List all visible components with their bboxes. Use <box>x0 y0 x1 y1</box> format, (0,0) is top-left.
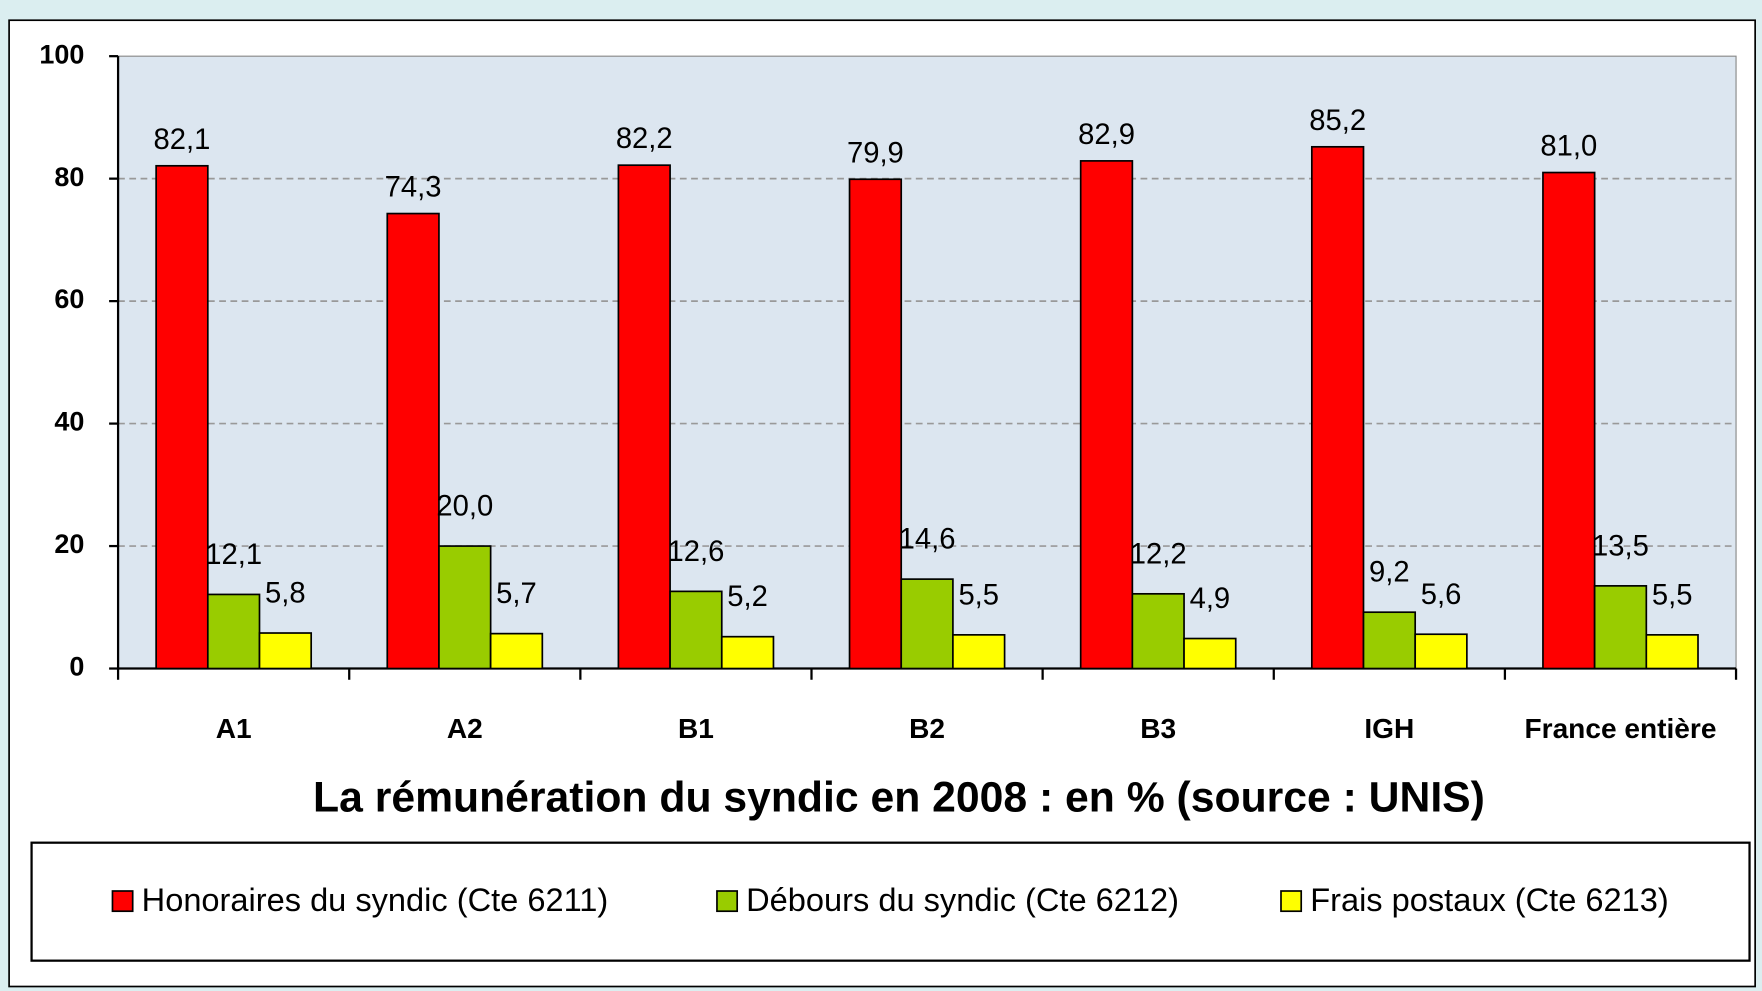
legend-label: Honoraires du syndic (Cte 6211) <box>142 882 609 918</box>
bar <box>1131 592 1185 670</box>
value-label: 20,0 <box>436 491 493 523</box>
chart-title: La rémunération du syndic en 2008 : en %… <box>313 773 1485 821</box>
x-tick-label: A1 <box>216 713 252 744</box>
value-label: 82,2 <box>616 123 673 155</box>
y-tick-label: 60 <box>54 284 84 314</box>
x-tick-label: IGH <box>1364 713 1414 744</box>
bar <box>1645 634 1699 670</box>
value-label: 81,0 <box>1540 131 1597 163</box>
legend-swatch <box>111 890 134 913</box>
value-label: 9,2 <box>1369 557 1410 589</box>
value-label: 5,2 <box>727 581 768 613</box>
value-label: 14,6 <box>899 524 956 556</box>
value-label: 12,6 <box>668 536 725 568</box>
bar <box>900 578 954 670</box>
value-label: 82,9 <box>1078 119 1135 151</box>
bar <box>952 634 1006 670</box>
y-tick-label: 0 <box>69 652 84 682</box>
value-label: 12,2 <box>1130 538 1187 570</box>
y-tick-label: 20 <box>54 529 84 559</box>
bar <box>1079 160 1134 670</box>
bar <box>258 632 313 670</box>
y-tick-label: 80 <box>54 162 84 192</box>
value-label: 5,5 <box>958 579 999 611</box>
y-tick-label: 100 <box>39 39 84 69</box>
value-label: 82,1 <box>154 124 211 156</box>
bar <box>155 164 209 670</box>
value-label: 5,7 <box>496 578 537 610</box>
bar <box>438 545 492 670</box>
y-tick-label: 40 <box>54 407 84 437</box>
value-label: 5,5 <box>1652 579 1693 611</box>
bar <box>848 178 903 670</box>
legend-box <box>30 841 1751 962</box>
x-tick-label: B1 <box>678 713 714 744</box>
bar <box>489 632 544 670</box>
value-label: 4,9 <box>1190 583 1231 615</box>
x-tick-label: France entière <box>1524 713 1716 744</box>
value-label: 5,8 <box>265 578 306 610</box>
x-tick-label: B2 <box>909 713 945 744</box>
bar <box>1542 171 1596 670</box>
value-label: 5,6 <box>1421 579 1462 611</box>
legend-label: Frais postaux (Cte 6213) <box>1310 882 1669 918</box>
bar <box>1362 611 1417 670</box>
bar <box>386 212 440 670</box>
value-label: 74,3 <box>385 172 442 204</box>
bar <box>669 590 723 670</box>
bar <box>1183 637 1237 670</box>
legend-swatch <box>1280 890 1303 913</box>
bar <box>617 164 671 670</box>
bar <box>1593 585 1648 670</box>
value-label: 79,9 <box>847 137 904 169</box>
bar <box>1414 633 1468 670</box>
bar <box>720 635 775 670</box>
bar <box>1310 145 1365 670</box>
legend-swatch <box>716 890 739 913</box>
bar <box>206 593 261 670</box>
legend-label: Débours du syndic (Cte 6212) <box>746 882 1179 918</box>
value-label: 12,1 <box>205 539 262 571</box>
x-tick-label: A2 <box>447 713 483 744</box>
plot-area <box>117 55 1737 670</box>
x-tick-label: B3 <box>1140 713 1176 744</box>
value-label: 13,5 <box>1592 530 1649 562</box>
value-label: 85,2 <box>1309 105 1366 137</box>
